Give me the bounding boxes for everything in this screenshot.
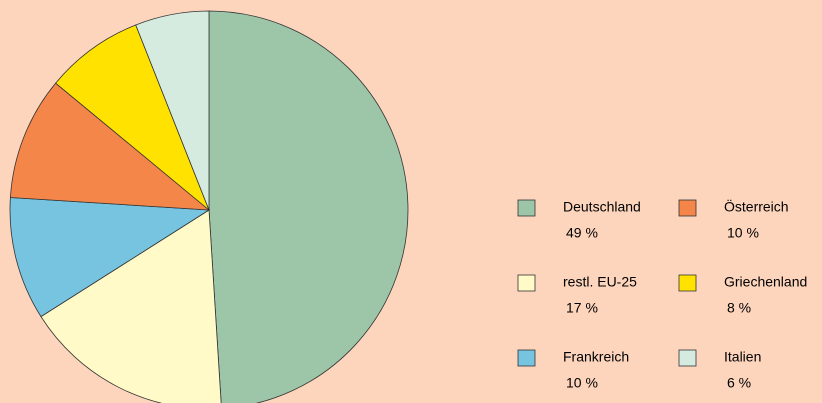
value-label: 49 %	[566, 225, 598, 241]
value-label: 10 %	[566, 375, 598, 391]
pie-slice	[9, 197, 211, 318]
pie-slice	[135, 10, 210, 211]
value-label: 17 %	[566, 300, 598, 316]
legend-label: Griechenland	[724, 274, 807, 290]
pie-slice	[208, 10, 409, 403]
legend-label: Österreich	[724, 198, 789, 215]
legend-label: Frankreich	[563, 349, 629, 365]
value-label: 6 %	[727, 375, 751, 391]
legend-swatch	[678, 349, 697, 367]
pie-slice	[55, 24, 210, 211]
legend-swatch	[678, 274, 697, 292]
legend-swatch	[517, 274, 536, 292]
pie-slice	[9, 82, 211, 211]
legend-swatch	[678, 199, 697, 217]
legend-label: Deutschland	[563, 199, 641, 215]
legend-label: Italien	[724, 349, 761, 365]
legend-label: restl. EU-25	[563, 274, 637, 290]
legend-swatch	[517, 199, 536, 217]
value-label: 10 %	[727, 225, 759, 241]
legend-swatch	[517, 349, 536, 367]
pie-slice	[40, 209, 222, 403]
value-label: 8 %	[727, 300, 751, 316]
